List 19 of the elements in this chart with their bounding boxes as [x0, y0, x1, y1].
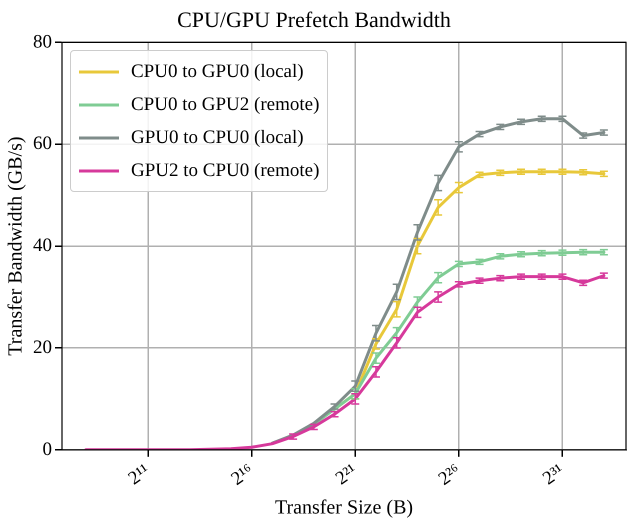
legend-label: GPU2 to CPU0 (remote) — [131, 160, 320, 182]
y-tick-label: 0 — [42, 438, 52, 460]
y-tick-label: 20 — [33, 336, 52, 358]
x-tick-label: 2²⁶ — [434, 460, 465, 490]
x-tick-label: 2²¹ — [332, 460, 362, 490]
y-axis-title: Transfer Bandwidth (GB/s) — [4, 136, 26, 356]
chart-title: CPU/GPU Prefetch Bandwidth — [177, 6, 451, 32]
y-tick-label: 60 — [33, 133, 52, 154]
point — [412, 306, 422, 318]
legend-label: CPU0 to GPU0 (local) — [131, 60, 304, 83]
legend-label: GPU0 to CPU0 (local) — [131, 126, 304, 149]
legend-label: CPU0 to GPU2 (remote) — [131, 94, 320, 116]
x-tick-label: 2¹⁶ — [227, 460, 258, 490]
point — [392, 337, 402, 349]
y-tick-label: 80 — [33, 31, 52, 52]
x-axis-title: Transfer Size (B) — [274, 496, 414, 518]
x-tick-label: 2³¹ — [539, 460, 568, 490]
x-tick-label: 2¹¹ — [124, 460, 154, 490]
y-tick-label: 40 — [33, 235, 52, 256]
